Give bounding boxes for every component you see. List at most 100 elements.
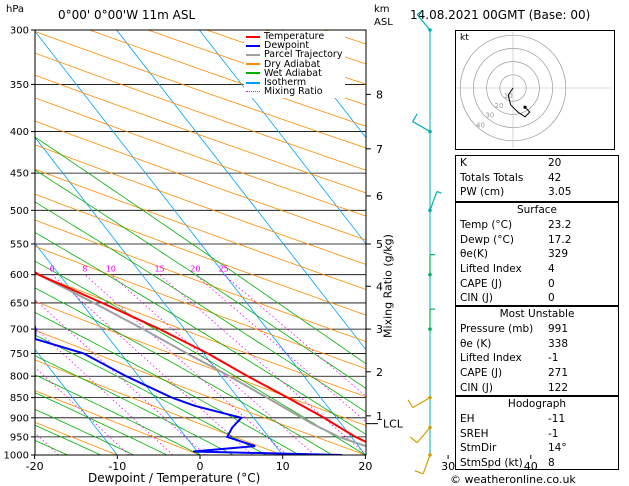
- pressure-tick-label: 800: [10, 372, 29, 383]
- wind-barb-dot: [428, 395, 432, 400]
- hodograph-ring-label: 40: [476, 122, 485, 130]
- storm-motion-marker: [523, 105, 527, 109]
- pressure-tick-label: 900: [10, 413, 29, 424]
- table-row: Temp (°C) 23.2: [456, 218, 618, 233]
- mixing-ratio-line: [51, 274, 253, 455]
- row-value: 42: [548, 171, 562, 184]
- pressure-tick-label: 500: [10, 206, 29, 217]
- mixing-ratio-label: 6: [50, 265, 55, 274]
- table-row: Dewp (°C) 17.2: [456, 233, 618, 248]
- table-row: Totals Totals 42: [456, 171, 618, 186]
- legend: Temperature Dewpoint Parcel Trajectory Dry …: [244, 31, 346, 99]
- isotherm-line: [35, 30, 366, 455]
- isotherm-line: [35, 136, 284, 455]
- row-label: SREH: [460, 427, 489, 440]
- mixing-ratio-label: 25: [219, 265, 229, 274]
- hodograph-ring-label: 20: [495, 102, 504, 110]
- legend-label: Temperature: [264, 31, 325, 43]
- temperature-line: [35, 270, 366, 443]
- row-label: θe (K): [460, 337, 492, 350]
- row-label: Pressure (mb): [460, 323, 534, 336]
- pressure-tick-label: 300: [10, 26, 29, 37]
- mixing-ratio-line: [35, 299, 206, 455]
- most-unstable-title: Most Unstable: [499, 308, 575, 320]
- height-tick-label: 4: [376, 280, 383, 293]
- wind-barb-flag: [414, 470, 424, 475]
- hodograph-table-panel: Hodograph EH -11 SREH -1 StmDir 14° StmSpd (kt…: [455, 396, 619, 470]
- dewpoint-line: [35, 323, 343, 455]
- wind-barb: [412, 121, 431, 133]
- row-label: CAPE (J): [460, 367, 503, 380]
- legend-label: Isotherm: [264, 77, 307, 89]
- pressure-tick-label: 350: [10, 80, 29, 91]
- datetime-label: 14.08.2021 00GMT (Base: 00): [410, 8, 591, 22]
- row-label: Lifted Index: [460, 352, 522, 365]
- wind-barb-flag: [416, 11, 422, 16]
- legend-swatch: [246, 63, 260, 66]
- wind-barb: [412, 397, 431, 409]
- height-tick-label: 5: [376, 238, 383, 251]
- height-tick-label: 8: [376, 88, 383, 101]
- table-row: CAPE (J) 271: [456, 366, 618, 381]
- wind-barb-dot: [428, 327, 432, 331]
- height-tick-label: 1: [376, 410, 383, 423]
- row-value: -11: [548, 413, 566, 426]
- mixing-ratio-line: [35, 327, 174, 455]
- wet-adiabat-line: [35, 392, 168, 455]
- hodograph-unit-label: kt: [460, 33, 469, 43]
- wet-adiabat-line: [35, 374, 201, 455]
- legend-item: Dry Adiabat: [246, 59, 342, 70]
- table-row: θe(K) 329: [456, 247, 618, 262]
- x-tick-label: 20: [358, 460, 372, 473]
- x-tick-label: 10: [276, 460, 290, 473]
- dry-adiabat-line: [35, 31, 366, 149]
- isotherm-line: [281, 30, 366, 139]
- wet-adiabat-line: [35, 260, 366, 455]
- row-value: 14°: [548, 442, 567, 455]
- pressure-unit-label: hPa: [6, 4, 25, 15]
- parcel-trajectory-line: [35, 271, 366, 448]
- table-row: StmDir 14°: [456, 441, 618, 456]
- row-value: 4: [548, 263, 555, 276]
- mixing-ratio-label: 8: [82, 265, 87, 274]
- hodograph-trace: [507, 87, 531, 118]
- wind-barb-dot: [428, 453, 432, 457]
- legend-item: Isotherm: [246, 77, 342, 89]
- location-label: 0°00' 0°00'W 11m ASL: [58, 8, 196, 22]
- lcl-label: LCL: [383, 418, 404, 431]
- row-label: Lifted Index: [460, 263, 522, 276]
- table-row: EH -11: [456, 412, 618, 427]
- row-value: 20: [548, 157, 562, 170]
- row-label: θe(K): [460, 248, 488, 261]
- dry-adiabat-line: [35, 193, 366, 316]
- table-row: θe (K) 338: [456, 337, 618, 352]
- wind-barb-flag: [407, 399, 414, 408]
- x-tick-label: 0: [197, 460, 204, 473]
- legend-item: Temperature: [246, 31, 342, 43]
- legend-label: Parcel Trajectory: [264, 49, 343, 61]
- row-value: 271: [548, 367, 569, 380]
- row-value: 991: [548, 323, 569, 336]
- row-label: CIN (J): [460, 381, 493, 394]
- wind-barb-flag: [409, 436, 418, 444]
- dry-adiabat-line: [35, 245, 366, 370]
- row-label: Totals Totals: [460, 171, 524, 184]
- height-unit-label: km: [374, 4, 390, 15]
- wind-barb-dot: [428, 425, 432, 430]
- surface-title: Surface: [516, 204, 557, 216]
- wind-barb-dot: [428, 129, 432, 134]
- row-value: 0: [548, 277, 555, 290]
- mixing-ratio-line: [110, 274, 315, 455]
- table-row: CIN (J) 0: [456, 291, 618, 306]
- row-label: StmSpd (kt): [460, 457, 523, 470]
- isotherm-line: [35, 348, 118, 455]
- row-label: EH: [460, 413, 475, 426]
- table-row: Lifted Index 4: [456, 262, 618, 277]
- dry-adiabat-line: [35, 219, 366, 343]
- table-row: StmSpd (kt) 8: [456, 456, 618, 471]
- wet-adiabat-line: [35, 201, 366, 413]
- table-row: K 20: [456, 156, 618, 171]
- mixing-ratio-label: 10: [106, 265, 116, 274]
- legend-label: Mixing Ratio: [264, 86, 323, 98]
